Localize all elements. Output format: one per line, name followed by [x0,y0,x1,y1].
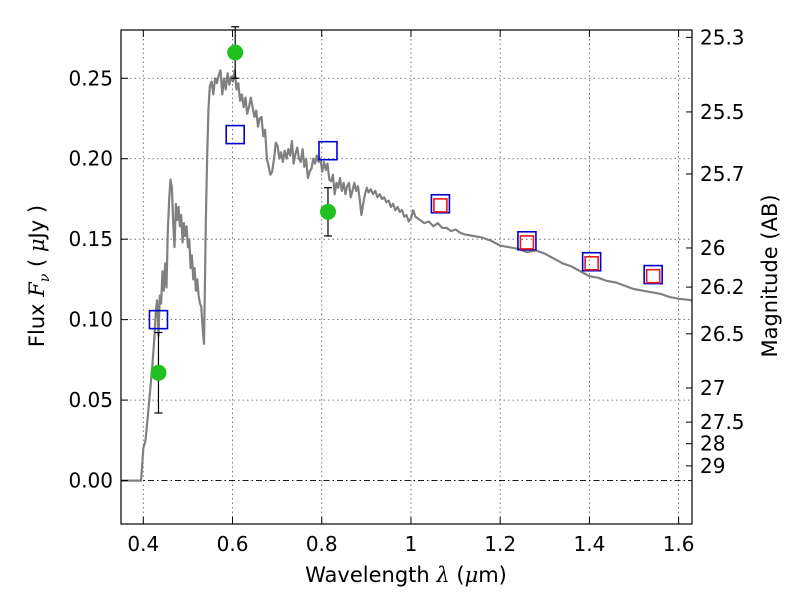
y-tick-label: 0.00 [68,469,113,493]
y2-tick-label: 27 [700,376,725,400]
model-flux-square-inner [584,256,599,271]
x-tick-label: 0.6 [217,532,249,556]
model-flux-square-inner [519,235,535,250]
y2-tick-label: 26 [700,236,725,260]
x-tick-label: 1.4 [573,532,605,556]
spectrum-line [121,69,693,482]
x-tick-label: 0.4 [127,532,159,556]
model-flux-square [643,264,663,285]
y2-tick-label: 25.7 [700,162,745,186]
model-flux-square [581,251,602,272]
x-tick-label: 1 [405,532,418,556]
model-flux-square [318,140,338,161]
model-flux-square [517,230,537,251]
model-flux-square-inner [645,268,661,284]
y2-tick-label: 25.3 [700,25,745,49]
y-axis-title: Flux Fν ( μJy ) [25,205,53,347]
y-tick-label: 0.05 [68,388,113,412]
y2-axis-title: Magnitude (AB) [758,194,782,357]
photometry-point [319,203,336,220]
plot-series [121,26,693,482]
model-flux-square [225,124,245,145]
y-tick-label: 0.15 [68,227,113,251]
y2-tick-label: 26.2 [700,275,745,299]
x-tick-label: 0.8 [306,532,338,556]
model-flux-square [430,193,451,214]
y2-tick-label: 25.5 [700,100,745,124]
y-tick-label: 0.10 [68,308,113,332]
x-tick-label: 1.2 [484,532,516,556]
photometry-point [227,44,244,61]
grid [121,30,692,524]
axis-ticks: 0.4 0.6 0.8 1 1.2 1.4 1.6 0.00 0.05 0.10 0.15 0.20 0… [68,25,744,556]
y2-tick-label: 29 [700,454,725,478]
x-tick-label: 1.6 [663,532,695,556]
y-tick-label: 0.20 [68,147,113,171]
y-tick-label: 0.25 [68,66,113,90]
y2-tick-label: 26.5 [700,322,745,346]
plot-frame [120,29,693,525]
model-flux-square-inner [433,198,448,213]
y2-tick-label: 28 [700,432,725,456]
y2-tick-label: 27.5 [700,410,745,434]
model-flux-square [148,309,169,330]
photometry-point [150,364,167,381]
x-axis-title: Wavelength λ (μm) [305,563,507,587]
